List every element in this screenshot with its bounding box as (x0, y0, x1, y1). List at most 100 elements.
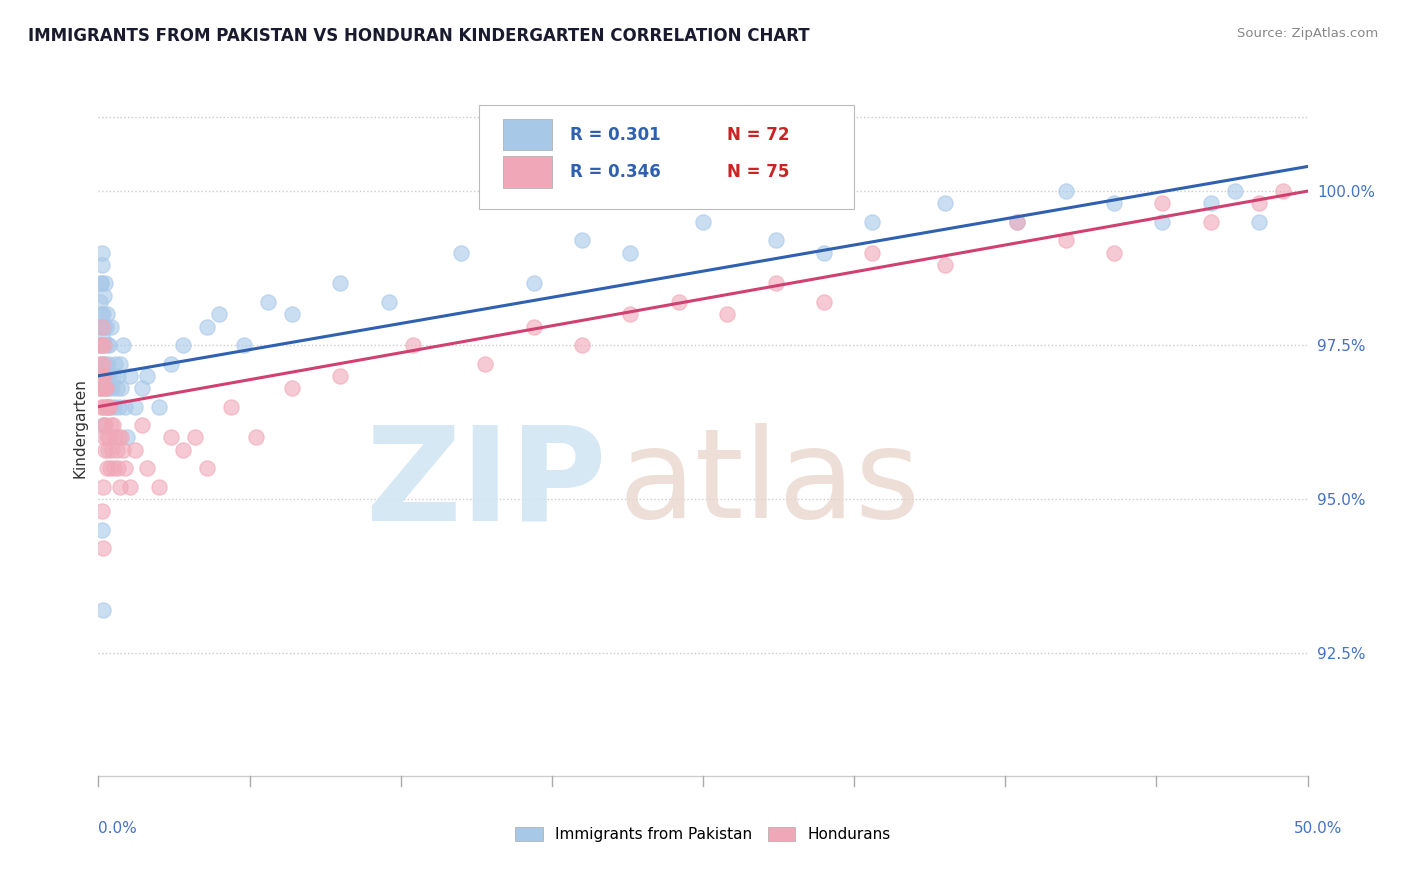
Point (90, 319, 112, 334)
Point (96, 430, 118, 444)
Point (474, 357, 496, 371)
Point (100, 442, 122, 457)
Point (91, 400, 114, 414)
Point (96, 307, 118, 321)
Point (91, 357, 114, 371)
Point (117, 430, 139, 444)
Point (1102, 196, 1125, 211)
Point (1152, 196, 1174, 211)
Point (93, 289, 115, 303)
Point (934, 258, 956, 272)
Point (91, 480, 114, 494)
Point (172, 442, 194, 457)
Point (96, 400, 118, 414)
Point (91, 603, 114, 617)
Point (89, 338, 111, 352)
Point (89, 294, 111, 309)
Point (108, 357, 131, 371)
Point (93, 319, 115, 334)
Point (89, 319, 111, 334)
Point (1152, 215, 1174, 229)
Point (523, 319, 546, 334)
Point (90, 523, 112, 537)
Point (111, 338, 134, 352)
Point (93, 338, 115, 352)
Point (765, 233, 787, 247)
Point (89, 381, 111, 395)
Point (232, 338, 254, 352)
Point (1199, 196, 1222, 211)
Text: N = 72: N = 72 (727, 126, 790, 144)
Point (94, 319, 117, 334)
Point (619, 245, 641, 260)
Point (98, 430, 121, 444)
Point (1054, 233, 1077, 247)
Point (110, 381, 132, 395)
Point (1007, 215, 1029, 229)
Point (124, 400, 146, 414)
Point (148, 400, 170, 414)
Point (934, 196, 956, 211)
Point (221, 400, 243, 414)
Point (765, 277, 787, 291)
Point (195, 461, 218, 475)
Point (523, 277, 546, 291)
Point (94, 381, 117, 395)
Point (97, 357, 120, 371)
Point (90, 245, 112, 260)
Point (96, 461, 118, 475)
Point (97, 442, 120, 457)
Point (1102, 245, 1125, 260)
Text: IMMIGRANTS FROM PAKISTAN VS HONDURAN KINDERGARTEN CORRELATION CHART: IMMIGRANTS FROM PAKISTAN VS HONDURAN KIN… (28, 27, 810, 45)
Point (97, 400, 120, 414)
Point (105, 442, 128, 457)
Point (107, 368, 129, 383)
Point (105, 381, 128, 395)
Point (195, 319, 218, 334)
Point (256, 294, 278, 309)
Point (107, 461, 129, 475)
Point (89, 381, 111, 395)
Point (377, 294, 399, 309)
Point (1272, 184, 1295, 198)
Y-axis label: Kindergarten: Kindergarten (72, 378, 87, 478)
Point (860, 215, 883, 229)
Point (91, 541, 114, 556)
Point (94, 418, 117, 433)
Point (160, 357, 183, 371)
Point (90, 400, 112, 414)
Point (93, 418, 115, 433)
Point (96, 338, 118, 352)
Point (94, 357, 117, 371)
FancyBboxPatch shape (479, 104, 855, 209)
Text: ZIP: ZIP (364, 420, 606, 548)
Point (93, 381, 115, 395)
Point (245, 430, 267, 444)
Point (90, 338, 112, 352)
Point (93, 430, 115, 444)
Point (91, 332, 114, 346)
Point (91, 338, 114, 352)
Point (1054, 184, 1077, 198)
Point (281, 307, 304, 321)
Point (90, 357, 112, 371)
Text: R = 0.346: R = 0.346 (569, 163, 661, 181)
Point (1223, 184, 1246, 198)
Point (329, 368, 352, 383)
Point (1199, 215, 1222, 229)
Point (1249, 215, 1271, 229)
Point (93, 277, 115, 291)
Point (90, 307, 112, 321)
Point (91, 418, 114, 433)
Point (860, 245, 883, 260)
Point (104, 357, 127, 371)
Point (91, 381, 114, 395)
Point (90, 277, 112, 291)
Point (118, 480, 141, 494)
Point (131, 381, 153, 395)
Text: atlas: atlas (619, 424, 921, 544)
Point (110, 430, 132, 444)
Point (96, 368, 118, 383)
Point (90, 338, 112, 352)
Point (114, 461, 136, 475)
